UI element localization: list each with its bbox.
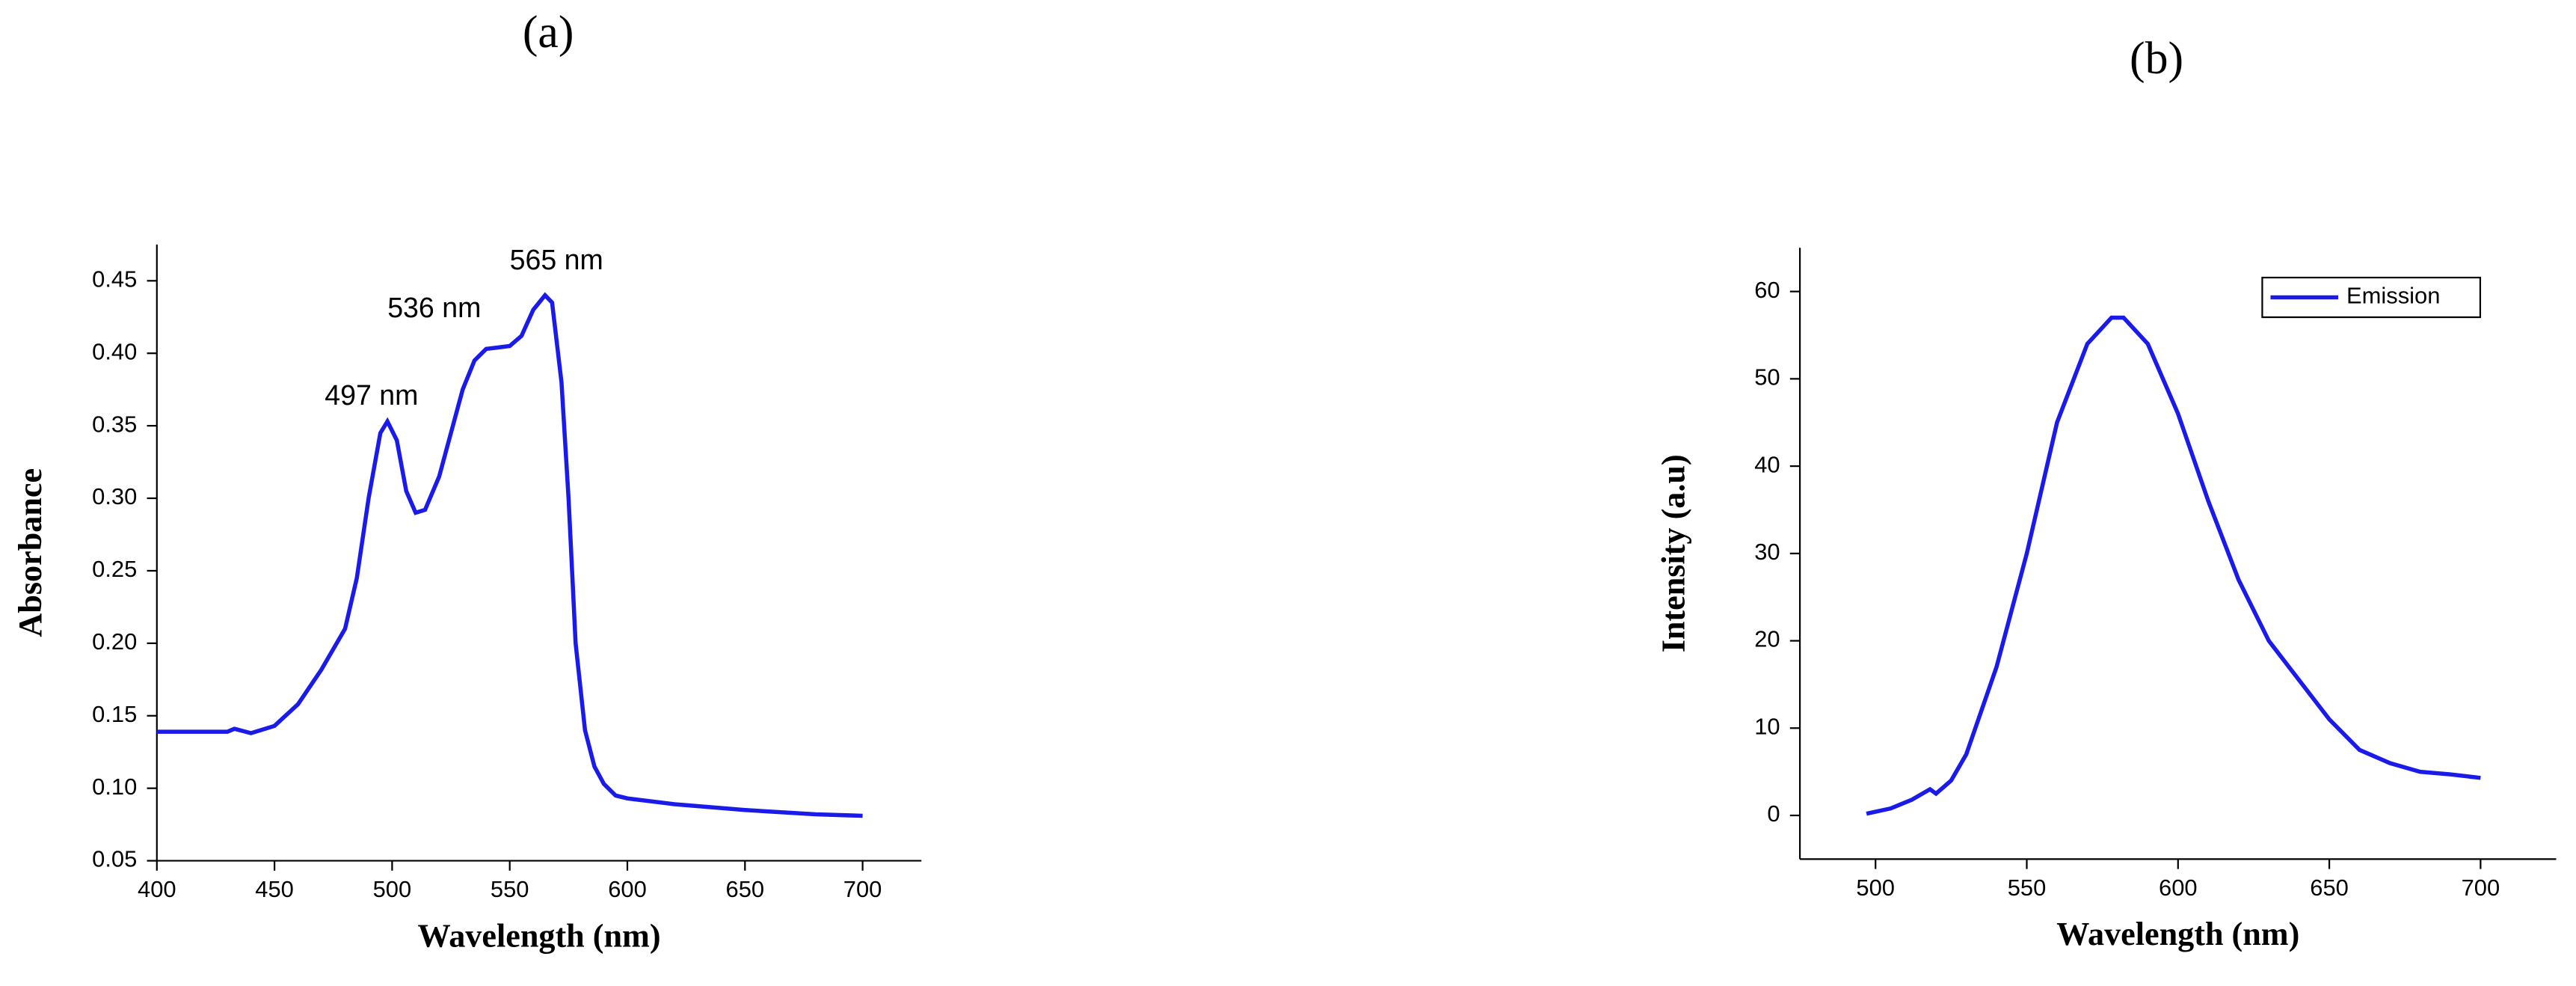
y-tick-label: 40 xyxy=(1754,451,1780,477)
panel-label: (a) xyxy=(523,7,574,58)
y-tick-label: 0.10 xyxy=(92,774,137,800)
y-tick-label: 50 xyxy=(1754,364,1780,391)
x-tick-label: 550 xyxy=(491,876,529,902)
y-tick-label: 30 xyxy=(1754,539,1780,565)
y-tick-label: 0 xyxy=(1767,800,1780,827)
data-line xyxy=(156,292,863,818)
x-axis-label: Wavelength (nm) xyxy=(418,917,661,954)
y-axis-label: Intensity (a.u) xyxy=(1656,454,1692,652)
y-tick-label: 0.30 xyxy=(92,483,137,509)
panel-label: (b) xyxy=(2130,33,2183,84)
y-tick-label: 60 xyxy=(1754,277,1780,303)
x-tick-label: 500 xyxy=(1856,875,1895,901)
x-tick-label: 600 xyxy=(608,876,647,902)
peak-annotation: 565 nm xyxy=(510,244,603,275)
x-axis-label: Wavelength (nm) xyxy=(2056,916,2299,952)
y-tick-label: 0.35 xyxy=(92,411,137,437)
y-tick-label: 0.15 xyxy=(92,701,137,727)
peak-annotation: 536 nm xyxy=(387,292,481,323)
x-tick-label: 600 xyxy=(2159,875,2198,901)
data-line xyxy=(1866,315,2481,816)
y-axis-label: Absorbance xyxy=(12,468,49,637)
x-tick-label: 550 xyxy=(2008,875,2047,901)
x-tick-label: 700 xyxy=(843,876,882,902)
y-tick-label: 0.45 xyxy=(92,266,137,292)
x-tick-label: 400 xyxy=(138,876,176,902)
x-tick-label: 650 xyxy=(2310,875,2349,901)
y-tick-label: 10 xyxy=(1754,713,1780,739)
y-tick-label: 0.25 xyxy=(92,556,137,582)
x-tick-label: 450 xyxy=(255,876,294,902)
x-tick-label: 700 xyxy=(2462,875,2500,901)
peak-annotation: 497 nm xyxy=(325,379,418,411)
y-tick-label: 0.05 xyxy=(92,846,137,872)
y-tick-label: 0.20 xyxy=(92,628,137,655)
x-tick-label: 650 xyxy=(726,876,765,902)
legend-label: Emission xyxy=(2346,283,2440,309)
y-tick-label: 20 xyxy=(1754,626,1780,652)
y-tick-label: 0.40 xyxy=(92,338,137,364)
x-tick-label: 500 xyxy=(373,876,412,902)
